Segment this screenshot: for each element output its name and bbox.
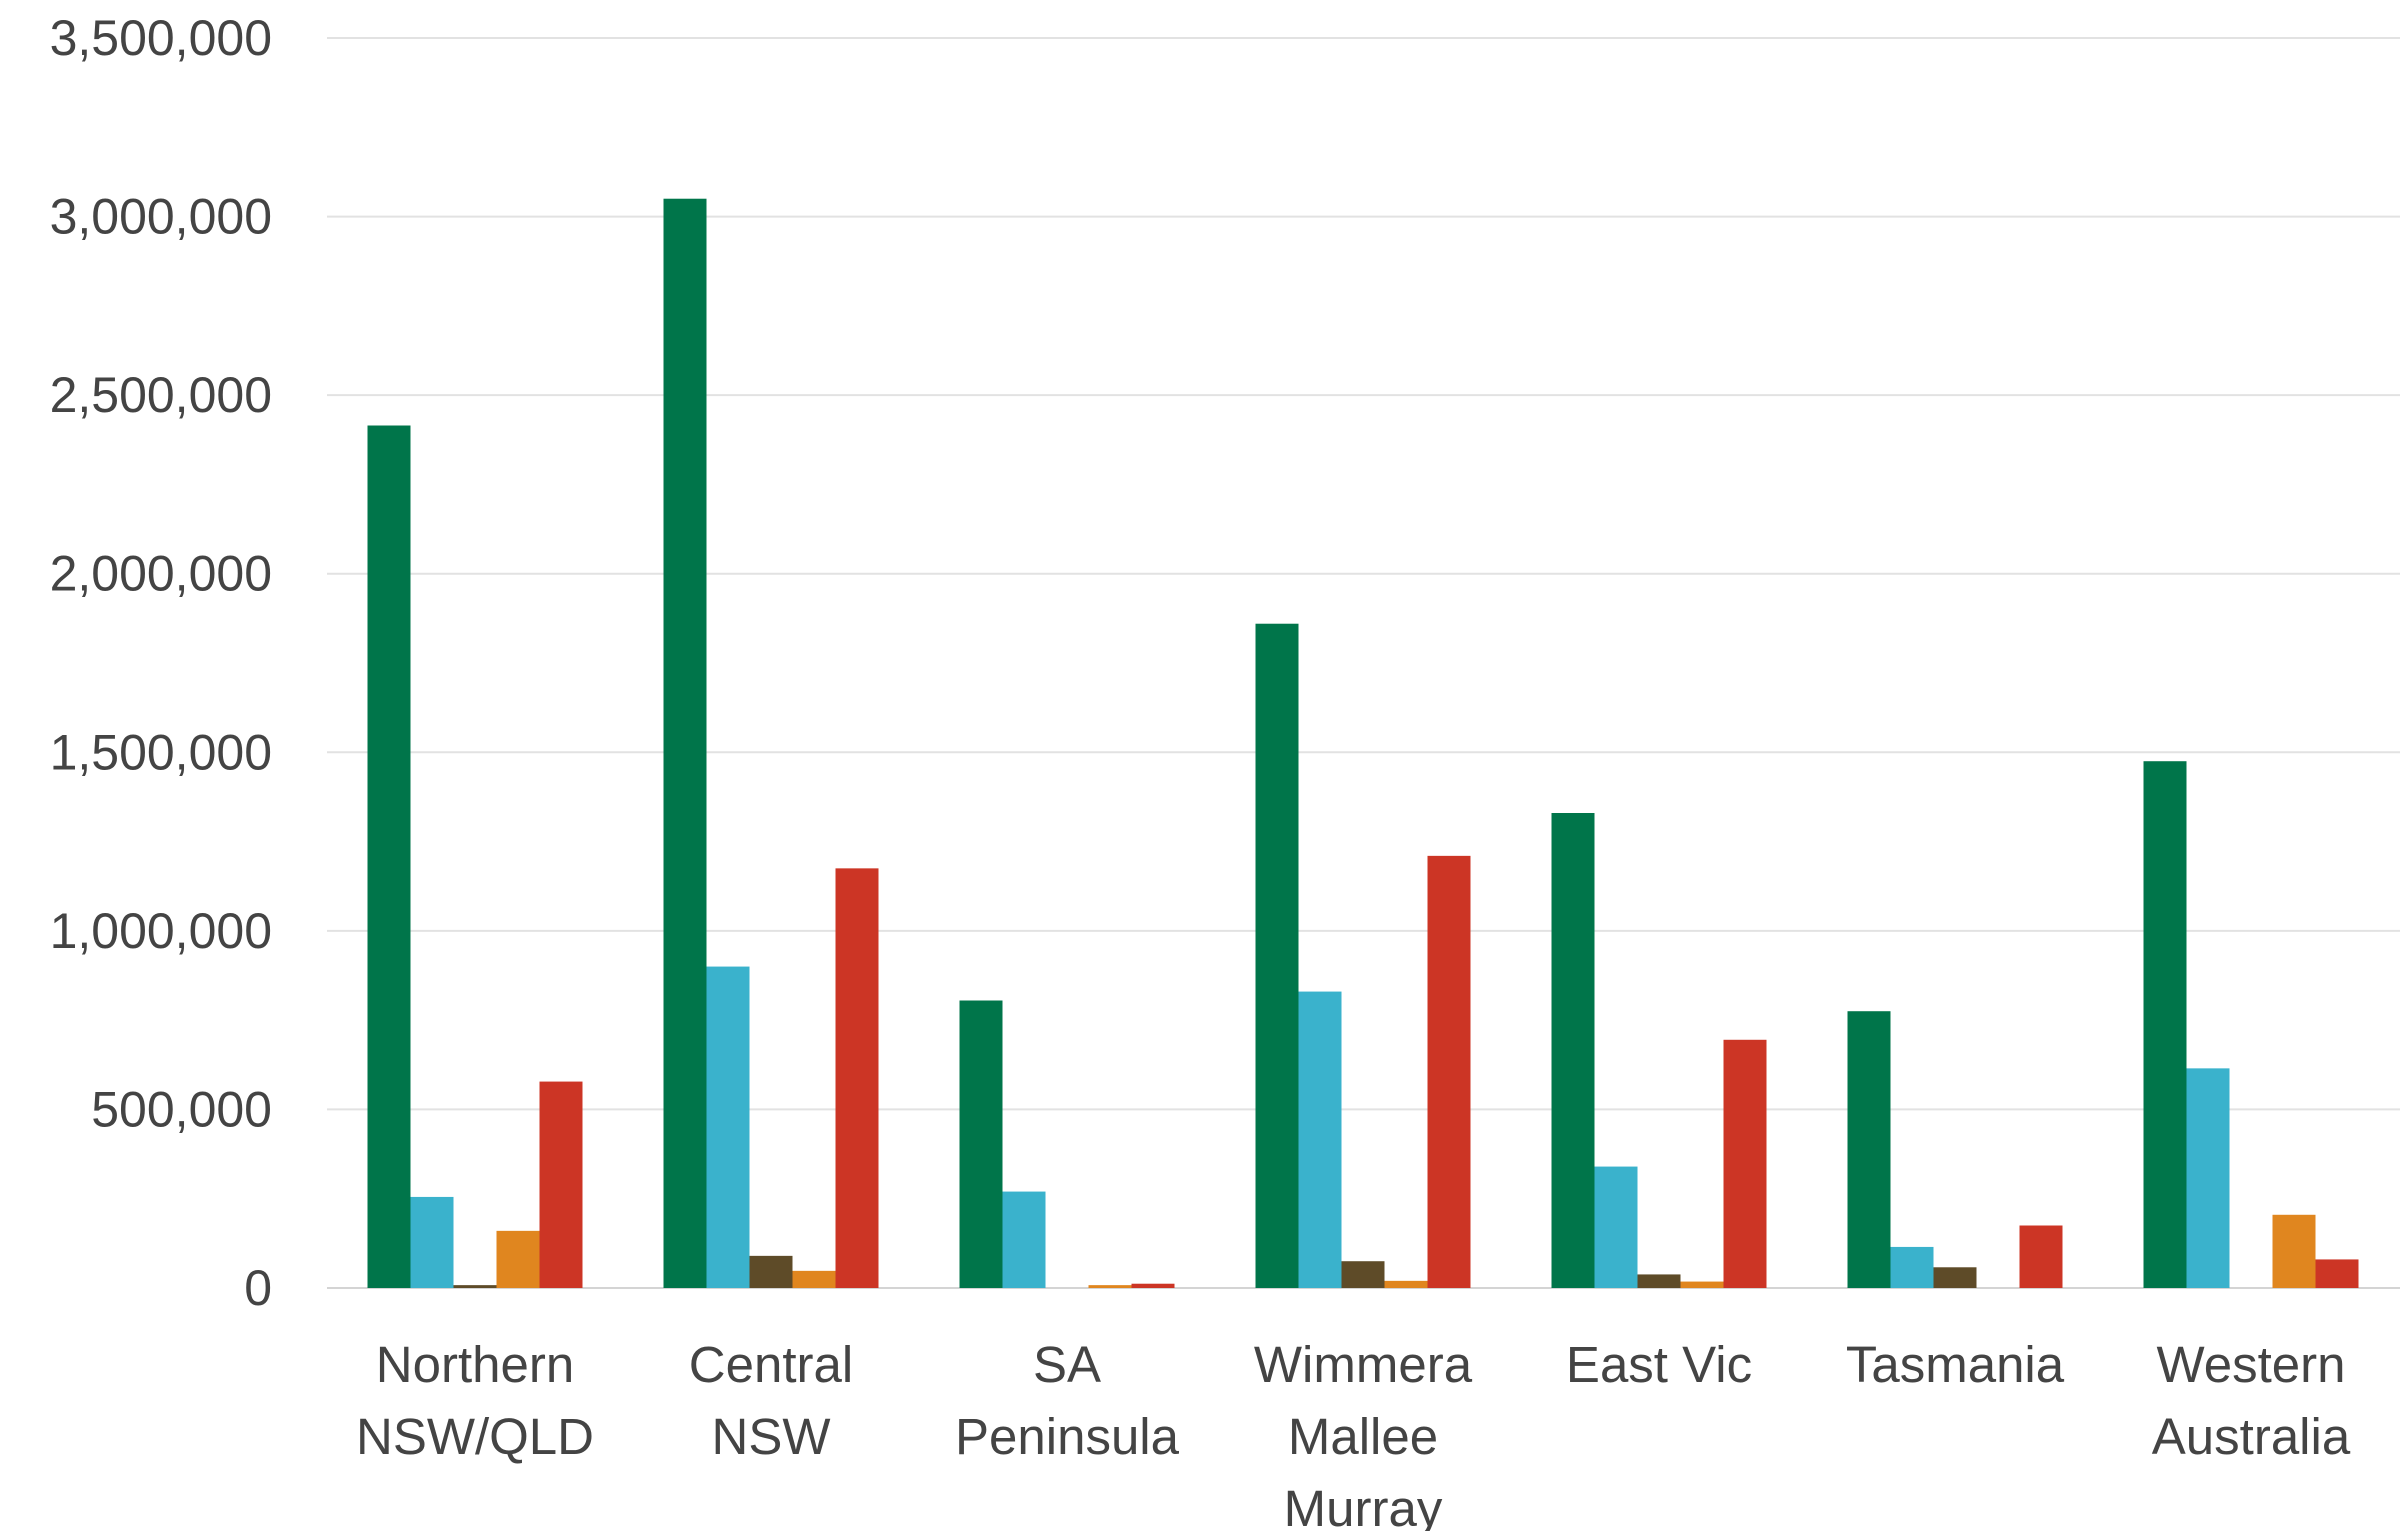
- bar-series-4-category-4: [1384, 1280, 1428, 1288]
- x-category-label: Wimmera: [1254, 1336, 1473, 1393]
- x-category-label: SA: [1033, 1336, 1101, 1393]
- x-category-label: East Vic: [1566, 1336, 1752, 1393]
- y-tick-label: 1,000,000: [50, 903, 272, 959]
- bar-series-3-category-5: [1637, 1274, 1681, 1288]
- bar-series-1-category-6: [1847, 1011, 1891, 1288]
- x-category-label: Western: [2157, 1336, 2346, 1393]
- bar-series-1-category-5: [1551, 813, 1595, 1288]
- x-category-label: NSW: [712, 1408, 831, 1465]
- bar-series-3-category-2: [749, 1255, 793, 1288]
- bar-series-5-category-6: [2019, 1225, 2063, 1288]
- y-axis-tick-labels: 0 500,000 1,000,000 1,500,000 2,000,000 2,500…: [50, 10, 272, 1316]
- x-category-label: Central: [689, 1336, 853, 1393]
- gridlines: [327, 37, 2400, 1289]
- x-axis-category-labels: Northern NSW/QLD Central NSW SA Peninsula Wimm…: [356, 1336, 2351, 1531]
- bar-series-3-category-1: [453, 1285, 497, 1288]
- bar-series-1-category-3: [959, 1000, 1003, 1288]
- bar-series-1-category-1: [367, 425, 411, 1288]
- x-category-label: Mallee: [1288, 1408, 1438, 1465]
- bar-series-1-category-4: [1255, 623, 1299, 1288]
- bar-series-2-category-3: [1002, 1191, 1046, 1288]
- bar-series-4-category-5: [1680, 1281, 1724, 1288]
- bar-series-2-category-4: [1298, 991, 1342, 1288]
- bar-series-5-category-2: [835, 868, 879, 1288]
- y-tick-label: 1,500,000: [50, 724, 272, 780]
- bar-series-4-category-1: [496, 1230, 540, 1288]
- bar-series-4-category-3: [1088, 1285, 1132, 1288]
- bar-series-5-category-5: [1723, 1039, 1767, 1288]
- bars: [367, 198, 2359, 1289]
- y-tick-label: 0: [244, 1260, 272, 1316]
- bar-series-2-category-6: [1890, 1246, 1934, 1288]
- x-category-label: Tasmania: [1846, 1336, 2065, 1393]
- x-category-label: NSW/QLD: [356, 1408, 594, 1465]
- y-tick-label: 2,500,000: [50, 367, 272, 423]
- x-category-label: Australia: [2152, 1408, 2351, 1465]
- bar-series-2-category-5: [1594, 1166, 1638, 1288]
- x-category-label: Peninsula: [955, 1408, 1180, 1465]
- bar-series-5-category-7: [2315, 1259, 2359, 1288]
- x-category-label: Murray: [1284, 1480, 1443, 1531]
- bar-series-4-category-2: [792, 1270, 836, 1288]
- bar-series-5-category-4: [1427, 855, 1471, 1288]
- bar-series-4-category-7: [2272, 1214, 2316, 1288]
- bar-series-2-category-7: [2186, 1068, 2230, 1288]
- x-category-label: Northern: [376, 1336, 574, 1393]
- bar-series-2-category-2: [706, 966, 750, 1288]
- bar-series-2-category-1: [410, 1196, 454, 1288]
- bar-series-3-category-6: [1933, 1267, 1977, 1288]
- y-tick-label: 3,500,000: [50, 10, 272, 66]
- y-tick-label: 2,000,000: [50, 546, 272, 602]
- bar-series-1-category-7: [2143, 761, 2187, 1288]
- bar-series-5-category-3: [1131, 1283, 1175, 1288]
- bar-series-1-category-2: [663, 198, 707, 1289]
- bar-series-3-category-4: [1341, 1261, 1385, 1288]
- y-tick-label: 3,000,000: [50, 189, 272, 245]
- bar-series-5-category-1: [539, 1081, 583, 1288]
- y-tick-label: 500,000: [91, 1081, 272, 1137]
